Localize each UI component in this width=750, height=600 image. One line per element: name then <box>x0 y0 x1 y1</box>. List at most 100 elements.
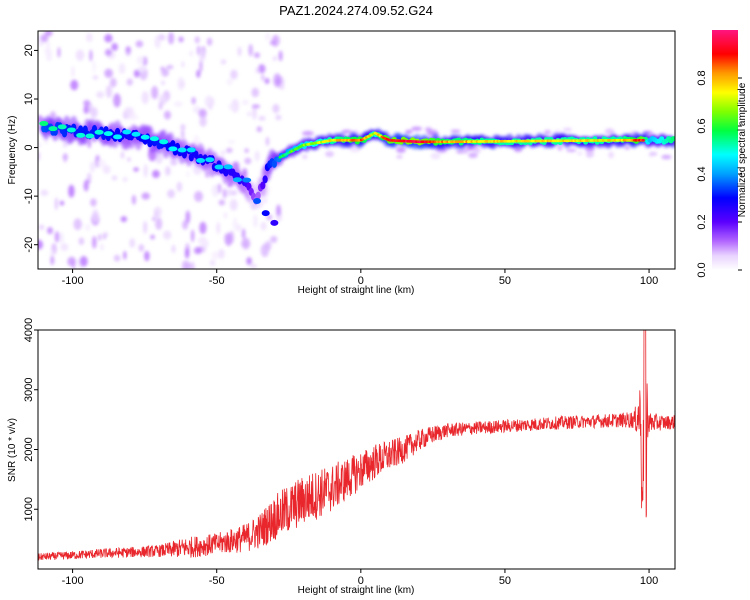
speckle-mark <box>247 111 252 117</box>
snr-x-axis-label: Height of straight line (km) <box>298 585 415 596</box>
branch-mark <box>261 210 270 217</box>
snr-x-ticks: -100 -50 0 50 100 <box>62 569 658 587</box>
speckle-mark <box>97 158 106 169</box>
speckle-mark <box>166 65 174 70</box>
y-tick-label: 3000 <box>23 378 35 402</box>
speckle-mark <box>138 244 145 252</box>
speckle-mark <box>127 157 131 162</box>
speckle-mark <box>194 191 204 202</box>
speckle-mark <box>566 148 577 152</box>
speckle-mark <box>92 60 96 73</box>
speckle-mark <box>73 218 82 231</box>
speckle-mark <box>198 48 206 63</box>
speckle-mark <box>102 232 109 237</box>
snr-series-line <box>38 330 675 561</box>
ridge-blob-mark <box>223 164 233 170</box>
spectrogram-frame <box>37 30 676 270</box>
speckle-mark <box>126 78 133 86</box>
ridge-blob-mark <box>205 157 215 163</box>
speckle-mark <box>68 184 75 198</box>
speckle-mark <box>38 142 42 148</box>
speckle-mark <box>162 230 172 240</box>
speckle-mark <box>218 199 226 206</box>
speckle-mark <box>226 147 233 153</box>
speckle-mark <box>87 172 92 182</box>
speckle-mark <box>396 146 406 153</box>
ridge-blob-mark <box>103 131 113 137</box>
colorbar-gradient <box>712 30 738 270</box>
speckle-mark <box>199 59 203 73</box>
speckle-mark <box>176 181 183 192</box>
ridge-mark <box>255 191 261 200</box>
speckle-mark <box>79 256 88 267</box>
speckle-mark <box>165 166 171 176</box>
speckle-mark <box>190 261 195 269</box>
speckle-mark <box>71 65 75 78</box>
speckle-mark <box>89 49 93 62</box>
speckle-mark <box>92 209 99 223</box>
speckle-mark <box>57 47 61 58</box>
speckle-mark <box>270 235 278 243</box>
speckle-mark <box>159 94 168 105</box>
speckle-mark <box>180 81 185 87</box>
speckle-mark <box>231 98 240 113</box>
ridge-blob-mark <box>76 132 86 138</box>
speckle-mark <box>256 126 263 133</box>
speckle-mark <box>168 32 175 45</box>
speckle-mark <box>233 217 238 231</box>
x-tick-label: -50 <box>209 275 225 287</box>
speckle-mark <box>151 85 159 100</box>
speckle-mark <box>263 198 268 204</box>
speckle-mark <box>205 169 210 178</box>
speckle-mark <box>90 107 98 118</box>
chart-title: PAZ1.2024.274.09.52.G24 <box>279 3 433 18</box>
ridge-mark <box>670 136 675 142</box>
ridge-peak-mark <box>641 138 645 142</box>
speckle-mark <box>242 99 249 105</box>
ridge-blob-mark <box>186 147 196 153</box>
speckle-mark <box>557 144 563 151</box>
speckle-mark <box>223 212 228 219</box>
speckle-mark <box>155 217 163 231</box>
speckle-mark <box>98 233 102 241</box>
ridge-blob-mark <box>232 177 242 183</box>
speckle-mark <box>227 139 236 145</box>
speckle-mark <box>44 48 49 54</box>
speckle-mark <box>228 103 235 110</box>
speckle-mark <box>123 250 127 260</box>
speckle-mark <box>170 158 178 166</box>
spectrogram-x-axis-label: Height of straight line (km) <box>298 285 415 296</box>
speckle-mark <box>276 204 281 217</box>
speckle-mark <box>194 246 202 255</box>
speckle-mark <box>85 32 93 43</box>
speckle-mark <box>75 49 85 61</box>
speckle-mark <box>167 189 175 199</box>
speckle-mark <box>160 80 166 86</box>
speckle-mark <box>349 146 361 153</box>
speckle-mark <box>104 48 112 57</box>
speckle-mark <box>405 129 413 134</box>
speckle-mark <box>585 150 594 158</box>
speckle-mark <box>141 91 149 105</box>
speckle-mark <box>624 146 630 150</box>
snr-plot-area <box>38 330 675 569</box>
speckle-mark <box>211 184 219 197</box>
ridge-blob-mark <box>113 134 123 140</box>
snr-panel: -100 -50 0 50 100 1000 2000 3000 4000 Height of… <box>7 318 676 596</box>
y-tick-label: 4000 <box>23 318 35 342</box>
speckle-mark <box>44 31 53 37</box>
x-tick-label: -100 <box>62 275 84 287</box>
speckle-mark <box>224 233 228 244</box>
speckle-mark <box>196 69 201 78</box>
speckle-mark <box>253 52 261 58</box>
speckle-mark <box>266 214 273 221</box>
speckle-mark <box>543 129 552 135</box>
speckle-mark <box>102 165 111 174</box>
speckle-mark <box>222 188 227 199</box>
speckle-mark <box>91 236 97 249</box>
spectrogram-marks <box>38 31 675 269</box>
ridge-blob-mark <box>94 129 104 135</box>
speckle-mark <box>241 237 251 250</box>
speckle-mark <box>211 251 220 260</box>
colorbar-tick-label: 0.2 <box>696 214 708 229</box>
